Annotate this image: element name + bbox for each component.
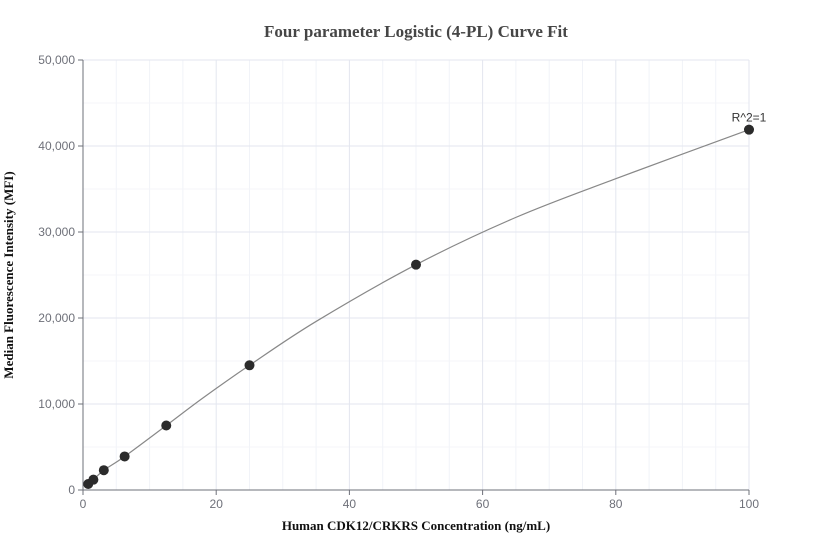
x-tick-label: 20	[210, 497, 224, 511]
fit-curve-line	[87, 129, 750, 485]
x-tick-label: 0	[80, 497, 87, 511]
x-tick-label: 40	[343, 497, 357, 511]
fit-curve	[87, 129, 750, 485]
y-tick-label: 10,000	[38, 397, 75, 411]
data-points	[83, 124, 754, 489]
data-point	[244, 360, 255, 371]
tick-labels: 0 10,000 20,000 30,000 40,000 50,000 0 20 40 60 80…	[38, 53, 759, 511]
chart-title: Four parameter Logistic (4-PL) Curve Fit	[264, 22, 568, 41]
data-point	[98, 465, 109, 476]
y-tick-label: 20,000	[38, 311, 75, 325]
x-tick-label: 60	[476, 497, 490, 511]
y-tick-label: 40,000	[38, 139, 75, 153]
y-tick-label: 30,000	[38, 225, 75, 239]
x-tick-label: 100	[739, 497, 759, 511]
data-point	[88, 474, 99, 485]
axes	[78, 59, 750, 495]
r-squared-annotation: R^2=1	[732, 111, 767, 125]
grid-lines	[83, 59, 750, 490]
data-point	[411, 259, 421, 270]
data-point	[744, 124, 754, 135]
x-axis-title: Human CDK12/CRKRS Concentration (ng/mL)	[281, 518, 551, 533]
annotations: R^2=1	[732, 111, 767, 125]
y-tick-label: 50,000	[38, 53, 75, 67]
y-tick-label: 0	[68, 483, 75, 497]
data-point	[161, 420, 172, 431]
x-tick-label: 80	[609, 497, 623, 511]
data-point	[119, 451, 130, 462]
